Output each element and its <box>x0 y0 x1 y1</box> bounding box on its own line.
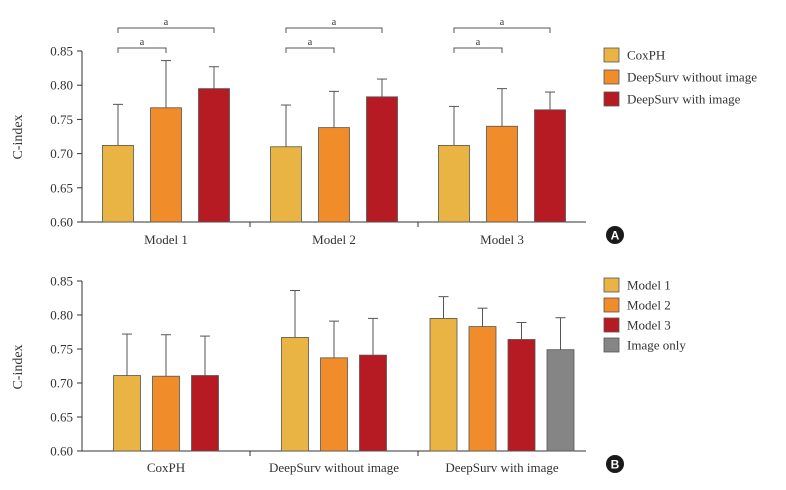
y-tick-label: 0.70 <box>50 376 73 391</box>
bar <box>191 375 219 452</box>
x-category-label: Model 2 <box>312 232 356 247</box>
legend-label: Model 3 <box>627 318 671 333</box>
legend-item: Model 3 <box>603 317 671 333</box>
legend-swatch <box>603 297 620 313</box>
legend-swatch <box>603 69 620 85</box>
bar <box>198 88 230 223</box>
bar <box>534 109 566 223</box>
significance-label: a <box>332 17 337 28</box>
legend-label: Model 1 <box>627 278 671 293</box>
legend-label: DeepSurv without image <box>627 70 757 85</box>
bar <box>102 144 134 223</box>
bar <box>468 326 497 452</box>
legend: Model 1 Model 2 Model 3 Image only <box>603 277 686 353</box>
significance-label: a <box>476 37 481 48</box>
legend-swatch <box>603 337 620 353</box>
y-tick-label: 0.85 <box>50 274 73 289</box>
bar <box>318 127 350 223</box>
legend-item: DeepSurv without image <box>603 69 757 85</box>
x-category-label: CoxPH <box>147 460 185 475</box>
y-tick-label: 0.75 <box>50 112 73 127</box>
bar <box>281 337 309 452</box>
significance-bracket: a <box>453 17 551 33</box>
legend-label: Model 2 <box>627 298 671 313</box>
legend-item: CoxPH <box>603 47 665 63</box>
panel-badge: A <box>606 226 624 244</box>
bracket-line <box>453 27 551 33</box>
panel-badge-label: A <box>611 229 620 243</box>
panel-badge: B <box>606 455 624 473</box>
significance-bracket: a <box>117 17 215 33</box>
legend: CoxPH DeepSurv without image DeepSurv with… <box>603 47 757 107</box>
significance-label: a <box>308 37 313 48</box>
y-tick-label: 0.60 <box>50 215 73 230</box>
bar <box>429 317 458 452</box>
y-tick-label: 0.85 <box>50 44 73 59</box>
y-tick-label: 0.80 <box>50 78 73 93</box>
legend-item: DeepSurv with image <box>603 91 741 107</box>
panel-badge-circle <box>606 455 624 473</box>
y-tick-label: 0.75 <box>50 342 73 357</box>
bar <box>359 354 387 452</box>
significance-bracket: a <box>117 37 167 53</box>
legend-item: Model 2 <box>603 297 671 313</box>
x-category-label: DeepSurv without image <box>269 460 399 475</box>
legend-label: DeepSurv with image <box>627 92 741 107</box>
chart-panel-a: 0.60 0.65 0.70 0.75 0.80 0.85 C-index Model 1 Mo… <box>11 17 757 247</box>
y-axis-label: C-index <box>11 114 26 159</box>
legend-item: Image only <box>603 337 686 353</box>
x-category-label: Model 1 <box>144 232 188 247</box>
bar <box>113 375 141 452</box>
bar <box>486 125 518 223</box>
bar <box>320 357 348 452</box>
y-tick-label: 0.70 <box>50 146 73 161</box>
bracket-line <box>117 47 167 53</box>
x-category-label: Model 3 <box>480 232 524 247</box>
legend-swatch <box>603 317 620 333</box>
chart-panel-b: 0.60 0.65 0.70 0.75 0.80 0.85 C-index CoxPH Deep… <box>11 274 686 476</box>
significance-bracket: a <box>285 37 335 53</box>
y-tick-label: 0.60 <box>50 444 73 459</box>
x-category-label: DeepSurv with image <box>445 460 559 475</box>
legend-swatch <box>603 91 620 107</box>
y-tick-label: 0.80 <box>50 308 73 323</box>
significance-label: a <box>140 37 145 48</box>
legend-swatch <box>603 47 620 63</box>
significance-bracket: a <box>453 37 503 53</box>
bracket-line <box>285 27 383 33</box>
bar <box>438 144 470 223</box>
panel-badge-label: B <box>611 458 620 472</box>
legend-swatch <box>603 277 620 293</box>
legend-label: CoxPH <box>627 48 665 63</box>
panel-badge-circle <box>606 226 624 244</box>
bracket-line <box>285 47 335 53</box>
bracket-line <box>453 47 503 53</box>
significance-label: a <box>164 17 169 28</box>
legend-item: Model 1 <box>603 277 671 293</box>
significance-label: a <box>500 17 505 28</box>
bar <box>546 349 575 452</box>
bar <box>366 96 398 223</box>
bar <box>152 375 180 452</box>
bar <box>507 339 536 452</box>
y-tick-label: 0.65 <box>50 410 73 425</box>
bracket-line <box>117 27 215 33</box>
significance-bracket: a <box>285 17 383 33</box>
y-axis-label: C-index <box>11 344 26 389</box>
bar <box>270 146 302 223</box>
bar <box>150 107 182 223</box>
y-tick-label: 0.65 <box>50 180 73 195</box>
legend-label: Image only <box>627 338 686 353</box>
